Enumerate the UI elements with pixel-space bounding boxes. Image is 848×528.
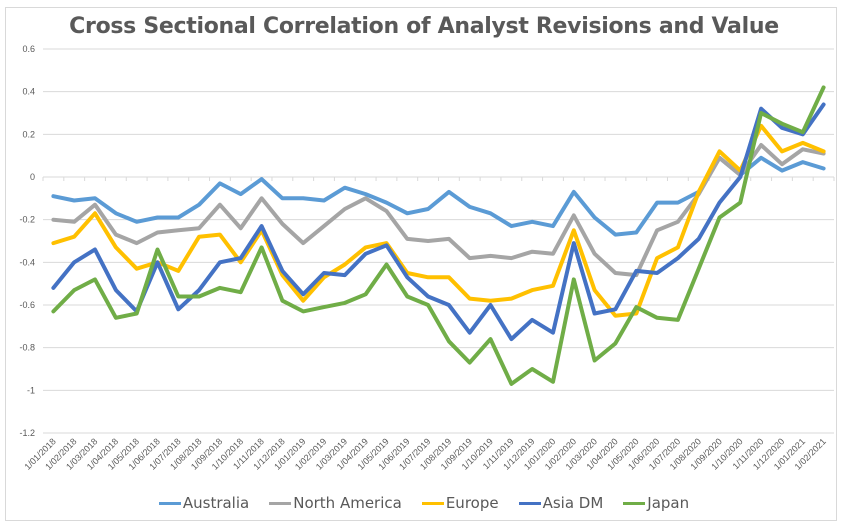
y-tick-label: -1.2 bbox=[19, 428, 35, 438]
legend-item-asia-dm: Asia DM bbox=[518, 494, 604, 512]
series-line-australia bbox=[51, 155, 826, 237]
y-tick-label: 0.2 bbox=[22, 129, 35, 139]
x-axis: 1/01/20181/02/20181/03/20181/04/20181/05… bbox=[22, 436, 828, 471]
legend-swatch bbox=[269, 501, 292, 505]
y-tick-label: -0.6 bbox=[19, 300, 35, 310]
legend-label: Japan bbox=[647, 494, 690, 512]
legend-label: Europe bbox=[445, 494, 499, 512]
y-tick-label: -0.4 bbox=[19, 257, 35, 267]
series-lines bbox=[51, 85, 826, 386]
chart-title: Cross Sectional Correlation of Analyst R… bbox=[69, 14, 779, 39]
series-line-asia-dm bbox=[51, 102, 826, 342]
legend-swatch bbox=[623, 501, 646, 505]
legend-item-australia: Australia bbox=[158, 494, 250, 512]
chart-frame bbox=[5, 7, 837, 521]
y-tick-label: 0 bbox=[30, 172, 35, 182]
legend-swatch bbox=[518, 501, 541, 505]
legend-item-north-america: North America bbox=[269, 494, 402, 512]
series-line-north-america bbox=[51, 143, 826, 278]
legend-swatch bbox=[158, 501, 181, 505]
legend-swatch bbox=[421, 501, 444, 505]
y-tick-label: 0.6 bbox=[22, 44, 35, 54]
y-axis: 0.6 0.4 0.2 0 -0.2 -0.4 -0.6 -0.8 -1 -1.2 bbox=[19, 44, 35, 438]
y-tick-label: 0.4 bbox=[22, 87, 35, 97]
legend-item-japan: Japan bbox=[623, 494, 689, 512]
series-line-europe bbox=[51, 123, 826, 318]
legend: Australia North America Europe Asia DM Japan bbox=[0, 494, 848, 512]
series-line-japan bbox=[51, 85, 826, 386]
y-tick-label: -1 bbox=[27, 385, 35, 395]
legend-item-europe: Europe bbox=[421, 494, 499, 512]
legend-label: North America bbox=[293, 494, 402, 512]
legend-label: Asia DM bbox=[542, 494, 604, 512]
y-tick-label: -0.2 bbox=[19, 215, 35, 225]
legend-label: Australia bbox=[182, 494, 250, 512]
y-tick-label: -0.8 bbox=[19, 343, 35, 353]
